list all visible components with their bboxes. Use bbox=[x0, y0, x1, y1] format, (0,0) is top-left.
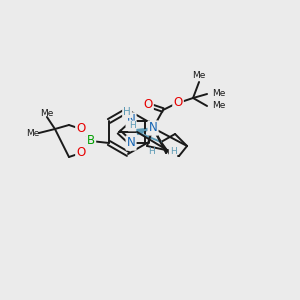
Text: O: O bbox=[76, 146, 86, 160]
Text: Me: Me bbox=[26, 128, 40, 137]
Text: Me: Me bbox=[192, 71, 206, 80]
Text: Me: Me bbox=[212, 89, 225, 98]
Polygon shape bbox=[136, 128, 153, 134]
Text: N: N bbox=[127, 136, 135, 149]
Text: H: H bbox=[123, 107, 131, 117]
Text: Me: Me bbox=[40, 110, 54, 118]
Text: O: O bbox=[173, 97, 183, 110]
Text: H: H bbox=[129, 122, 135, 130]
Text: O: O bbox=[76, 122, 86, 136]
Text: N: N bbox=[127, 113, 135, 127]
Text: B: B bbox=[87, 134, 95, 148]
Text: H: H bbox=[148, 148, 154, 157]
Text: Me: Me bbox=[212, 101, 225, 110]
Text: H: H bbox=[170, 148, 176, 157]
Text: N: N bbox=[149, 122, 158, 134]
Text: O: O bbox=[143, 98, 153, 112]
